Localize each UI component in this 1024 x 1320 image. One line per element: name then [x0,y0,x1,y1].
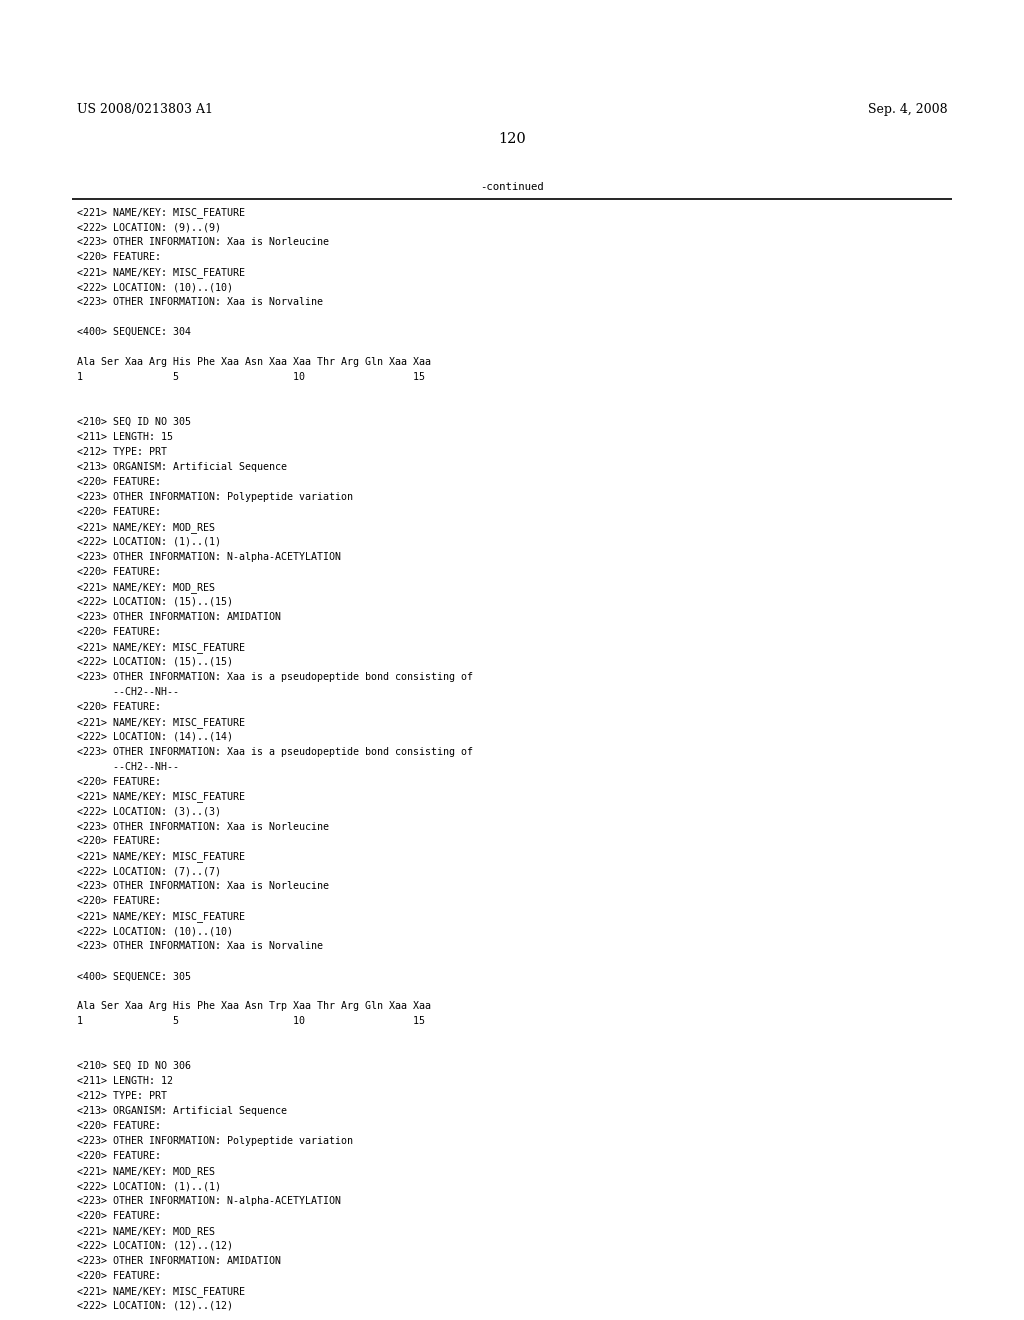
Text: <220> FEATURE:: <220> FEATURE: [77,896,161,907]
Text: <220> FEATURE:: <220> FEATURE: [77,477,161,487]
Text: <220> FEATURE:: <220> FEATURE: [77,566,161,577]
Text: <212> TYPE: PRT: <212> TYPE: PRT [77,447,167,457]
Text: <223> OTHER INFORMATION: Polypeptide variation: <223> OTHER INFORMATION: Polypeptide var… [77,492,353,502]
Text: <221> NAME/KEY: MISC_FEATURE: <221> NAME/KEY: MISC_FEATURE [77,851,245,862]
Text: <221> NAME/KEY: MOD_RES: <221> NAME/KEY: MOD_RES [77,521,215,533]
Text: <222> LOCATION: (7)..(7): <222> LOCATION: (7)..(7) [77,866,221,876]
Text: 120: 120 [498,132,526,147]
Text: <223> OTHER INFORMATION: Xaa is a pseudopeptide bond consisting of: <223> OTHER INFORMATION: Xaa is a pseudo… [77,672,473,681]
Text: <222> LOCATION: (10)..(10): <222> LOCATION: (10)..(10) [77,282,232,292]
Text: <222> LOCATION: (10)..(10): <222> LOCATION: (10)..(10) [77,927,232,936]
Text: 1               5                   10                  15: 1 5 10 15 [77,1016,425,1026]
Text: <220> FEATURE:: <220> FEATURE: [77,702,161,711]
Text: <222> LOCATION: (15)..(15): <222> LOCATION: (15)..(15) [77,597,232,607]
Text: <221> NAME/KEY: MISC_FEATURE: <221> NAME/KEY: MISC_FEATURE [77,792,245,803]
Text: <221> NAME/KEY: MISC_FEATURE: <221> NAME/KEY: MISC_FEATURE [77,642,245,652]
Text: <210> SEQ ID NO 305: <210> SEQ ID NO 305 [77,417,190,426]
Text: <220> FEATURE:: <220> FEATURE: [77,1121,161,1131]
Text: <223> OTHER INFORMATION: Xaa is Norleucine: <223> OTHER INFORMATION: Xaa is Norleuci… [77,821,329,832]
Text: <221> NAME/KEY: MISC_FEATURE: <221> NAME/KEY: MISC_FEATURE [77,1286,245,1296]
Text: -continued: -continued [480,182,544,193]
Text: <222> LOCATION: (15)..(15): <222> LOCATION: (15)..(15) [77,657,232,667]
Text: <221> NAME/KEY: MOD_RES: <221> NAME/KEY: MOD_RES [77,1226,215,1237]
Text: 1               5                   10                  15: 1 5 10 15 [77,372,425,381]
Text: <220> FEATURE:: <220> FEATURE: [77,1210,161,1221]
Text: Ala Ser Xaa Arg His Phe Xaa Asn Trp Xaa Thr Arg Gln Xaa Xaa: Ala Ser Xaa Arg His Phe Xaa Asn Trp Xaa … [77,1002,431,1011]
Text: <223> OTHER INFORMATION: AMIDATION: <223> OTHER INFORMATION: AMIDATION [77,611,281,622]
Text: <212> TYPE: PRT: <212> TYPE: PRT [77,1092,167,1101]
Text: <222> LOCATION: (3)..(3): <222> LOCATION: (3)..(3) [77,807,221,817]
Text: <210> SEQ ID NO 306: <210> SEQ ID NO 306 [77,1061,190,1072]
Text: <222> LOCATION: (14)..(14): <222> LOCATION: (14)..(14) [77,731,232,742]
Text: <221> NAME/KEY: MISC_FEATURE: <221> NAME/KEY: MISC_FEATURE [77,911,245,923]
Text: <223> OTHER INFORMATION: Xaa is Norvaline: <223> OTHER INFORMATION: Xaa is Norvalin… [77,941,323,952]
Text: <223> OTHER INFORMATION: Xaa is Norleucine: <223> OTHER INFORMATION: Xaa is Norleuci… [77,238,329,247]
Text: <222> LOCATION: (1)..(1): <222> LOCATION: (1)..(1) [77,537,221,546]
Text: <211> LENGTH: 15: <211> LENGTH: 15 [77,432,173,442]
Text: <221> NAME/KEY: MOD_RES: <221> NAME/KEY: MOD_RES [77,1166,215,1177]
Text: <220> FEATURE:: <220> FEATURE: [77,1271,161,1280]
Text: <400> SEQUENCE: 304: <400> SEQUENCE: 304 [77,327,190,337]
Text: <220> FEATURE:: <220> FEATURE: [77,837,161,846]
Text: <223> OTHER INFORMATION: AMIDATION: <223> OTHER INFORMATION: AMIDATION [77,1257,281,1266]
Text: <220> FEATURE:: <220> FEATURE: [77,776,161,787]
Text: <400> SEQUENCE: 305: <400> SEQUENCE: 305 [77,972,190,981]
Text: --CH2--NH--: --CH2--NH-- [77,762,179,772]
Text: <222> LOCATION: (12)..(12): <222> LOCATION: (12)..(12) [77,1241,232,1251]
Text: <223> OTHER INFORMATION: Xaa is Norvaline: <223> OTHER INFORMATION: Xaa is Norvalin… [77,297,323,308]
Text: <220> FEATURE:: <220> FEATURE: [77,627,161,636]
Text: <221> NAME/KEY: MISC_FEATURE: <221> NAME/KEY: MISC_FEATURE [77,717,245,727]
Text: <213> ORGANISM: Artificial Sequence: <213> ORGANISM: Artificial Sequence [77,1106,287,1117]
Text: --CH2--NH--: --CH2--NH-- [77,686,179,697]
Text: Sep. 4, 2008: Sep. 4, 2008 [867,103,947,116]
Text: <221> NAME/KEY: MISC_FEATURE: <221> NAME/KEY: MISC_FEATURE [77,207,245,218]
Text: <223> OTHER INFORMATION: N-alpha-ACETYLATION: <223> OTHER INFORMATION: N-alpha-ACETYLA… [77,552,341,562]
Text: <220> FEATURE:: <220> FEATURE: [77,1151,161,1162]
Text: <222> LOCATION: (12)..(12): <222> LOCATION: (12)..(12) [77,1302,232,1311]
Text: <223> OTHER INFORMATION: Polypeptide variation: <223> OTHER INFORMATION: Polypeptide var… [77,1137,353,1146]
Text: <220> FEATURE:: <220> FEATURE: [77,507,161,517]
Text: <222> LOCATION: (9)..(9): <222> LOCATION: (9)..(9) [77,222,221,232]
Text: <223> OTHER INFORMATION: Xaa is a pseudopeptide bond consisting of: <223> OTHER INFORMATION: Xaa is a pseudo… [77,747,473,756]
Text: US 2008/0213803 A1: US 2008/0213803 A1 [77,103,213,116]
Text: <223> OTHER INFORMATION: Xaa is Norleucine: <223> OTHER INFORMATION: Xaa is Norleuci… [77,882,329,891]
Text: <211> LENGTH: 12: <211> LENGTH: 12 [77,1076,173,1086]
Text: <221> NAME/KEY: MOD_RES: <221> NAME/KEY: MOD_RES [77,582,215,593]
Text: <220> FEATURE:: <220> FEATURE: [77,252,161,263]
Text: <213> ORGANISM: Artificial Sequence: <213> ORGANISM: Artificial Sequence [77,462,287,473]
Text: <221> NAME/KEY: MISC_FEATURE: <221> NAME/KEY: MISC_FEATURE [77,267,245,279]
Text: <223> OTHER INFORMATION: N-alpha-ACETYLATION: <223> OTHER INFORMATION: N-alpha-ACETYLA… [77,1196,341,1206]
Text: Ala Ser Xaa Arg His Phe Xaa Asn Xaa Xaa Thr Arg Gln Xaa Xaa: Ala Ser Xaa Arg His Phe Xaa Asn Xaa Xaa … [77,358,431,367]
Text: <222> LOCATION: (1)..(1): <222> LOCATION: (1)..(1) [77,1181,221,1191]
